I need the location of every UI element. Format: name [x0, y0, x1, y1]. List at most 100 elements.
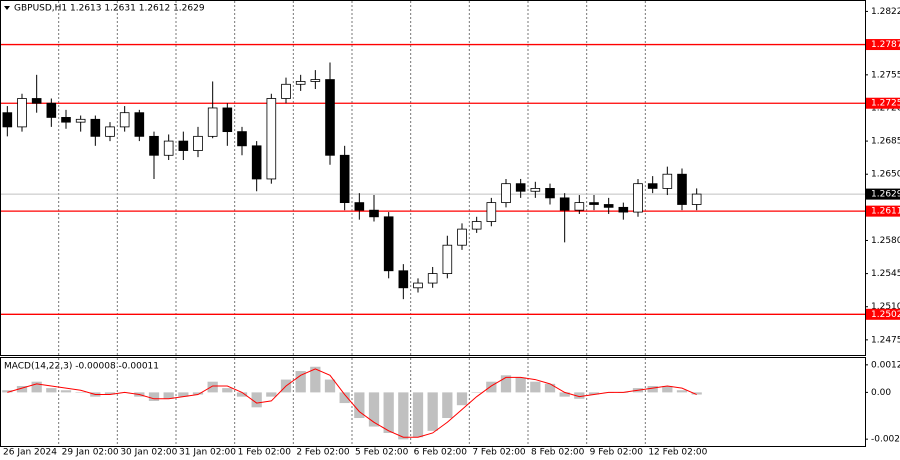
candle-body: [559, 197, 570, 211]
last-price-box: [866, 188, 900, 200]
candle-body: [75, 118, 86, 123]
candle-body: [369, 209, 379, 218]
y-tick-label: 1.2510: [871, 302, 900, 312]
x-tick-label: 26 Jan 2024: [3, 448, 57, 458]
macd-bar: [339, 392, 350, 404]
x-tick-label: 1 Feb 02:00: [238, 448, 292, 458]
macd-signal: [7, 368, 697, 438]
macd-bar: [75, 392, 86, 393]
macd-bar: [163, 392, 174, 399]
candle-body: [677, 173, 687, 205]
candle-body: [134, 112, 145, 137]
x-tick-label: 12 Feb 02:00: [648, 448, 707, 458]
level-label: 1.2725: [871, 99, 900, 109]
menu-icon[interactable]: [4, 6, 10, 10]
candle-body: [515, 183, 526, 192]
level-label-box: [866, 39, 900, 51]
candle-body: [457, 228, 467, 246]
macd-bar: [148, 392, 160, 401]
macd-bar: [236, 392, 248, 397]
y-tick-label: 1.2755: [871, 70, 900, 80]
macd-bar: [530, 381, 541, 393]
candle-body: [662, 173, 673, 189]
macd-bar: [559, 392, 570, 397]
candle-body: [486, 202, 497, 222]
candle-body: [354, 202, 365, 211]
symbol-title: GBPUSD,H1 1.2613 1.2631 1.2612 1.2629: [14, 4, 205, 14]
level-label: 1.2611: [871, 207, 900, 217]
macd-bar: [398, 392, 409, 440]
y-tick-label: -0.00219: [871, 435, 900, 445]
macd-bar: [60, 390, 72, 393]
candle-body: [413, 282, 423, 289]
candle-body: [281, 83, 291, 99]
macd-bar: [295, 371, 306, 393]
x-tick-label: 29 Jan 02:00: [62, 448, 119, 458]
macd-bar: [544, 383, 556, 393]
macd-bar: [427, 392, 438, 431]
macd-bar: [178, 392, 189, 397]
candle-body: [222, 107, 233, 133]
candle-body: [618, 206, 629, 213]
y-tick-label: 1.2685: [871, 137, 900, 147]
x-tick-label: 8 Feb 02:00: [531, 448, 585, 458]
macd-bar: [368, 392, 380, 427]
macd-bar: [588, 392, 600, 395]
macd-title: MACD(14,22,3) -0.00008 -0.00011: [4, 362, 159, 372]
macd-bar: [31, 381, 42, 393]
candle-body: [442, 244, 453, 274]
x-tick-label: 9 Feb 02:00: [590, 448, 644, 458]
candle-body: [691, 193, 702, 205]
x-tick-label: 30 Jan 02:00: [120, 448, 177, 458]
macd-bar: [442, 392, 453, 419]
candle-body: [530, 188, 541, 192]
level-label-box: [866, 308, 900, 320]
candle-body: [647, 183, 658, 189]
macd-bar: [486, 381, 497, 393]
candle-body: [603, 204, 614, 208]
candle-body: [310, 79, 321, 82]
candle-body: [295, 81, 306, 85]
candle-body: [251, 145, 262, 180]
macd-bar: [691, 392, 702, 395]
macd-bar: [104, 392, 116, 395]
macd-bar: [412, 392, 424, 438]
candle-body: [339, 154, 350, 204]
level-label: 1.2787: [871, 40, 900, 50]
x-tick-label: 2 Feb 02:00: [296, 448, 350, 458]
y-tick-label: 0.00129: [871, 360, 900, 370]
x-tick-label: 6 Feb 02:00: [414, 448, 468, 458]
candle-body: [237, 131, 247, 147]
macd-bar: [500, 375, 512, 393]
macd-bar: [2, 390, 13, 393]
y-tick-label: 1.2822: [871, 7, 900, 17]
candle-body: [398, 270, 409, 289]
candle-body: [471, 221, 482, 230]
candle-body: [633, 183, 643, 213]
y-tick-label: 1.2650: [871, 170, 900, 180]
macd-bar: [676, 390, 688, 393]
candle-body: [17, 98, 27, 128]
macd-bar: [471, 392, 482, 393]
y-tick-label: 0.00: [871, 388, 891, 398]
level-label: 1.2502: [871, 310, 900, 320]
candle-body: [501, 183, 511, 204]
macd-bar: [207, 381, 218, 393]
macd-bar: [383, 392, 394, 433]
x-tick-label: 31 Jan 02:00: [179, 448, 236, 458]
candle-body: [574, 202, 585, 211]
x-tick-label: 7 Feb 02:00: [472, 448, 526, 458]
candle-body: [31, 98, 42, 104]
candle-body: [2, 112, 13, 128]
macd-bar: [574, 392, 585, 399]
price-pane: [0, 0, 866, 356]
candle-body: [90, 118, 101, 137]
candle-body: [193, 135, 203, 151]
candle-body: [178, 140, 189, 151]
macd-bar: [354, 392, 365, 419]
candle-body: [61, 117, 71, 123]
macd-bar: [251, 392, 262, 408]
x-tick-label: 5 Feb 02:00: [355, 448, 409, 458]
candle-body: [119, 112, 130, 128]
